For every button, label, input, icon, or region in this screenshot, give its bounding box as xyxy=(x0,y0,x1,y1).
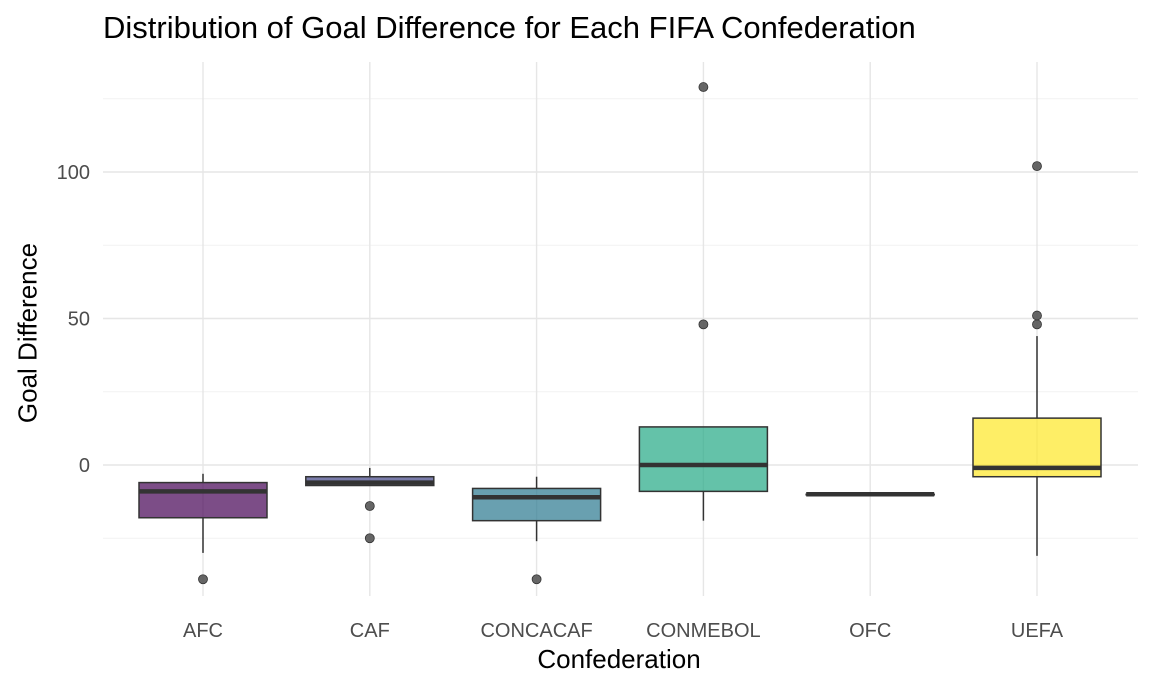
outlier-point xyxy=(364,533,375,544)
y-tick-label: 0 xyxy=(79,455,90,477)
chart-title: Distribution of Goal Difference for Each… xyxy=(103,10,916,45)
outlier-point xyxy=(1032,310,1042,321)
x-tick-label: UEFA xyxy=(1011,620,1064,642)
box xyxy=(638,426,769,493)
y-tick-label: 50 xyxy=(68,309,90,331)
y-axis-title: Goal Difference xyxy=(12,242,43,424)
x-tick-label: CONCACAF xyxy=(480,620,592,642)
outlier-point xyxy=(364,501,375,511)
outlier-point xyxy=(698,82,709,92)
x-axis-title: Confederation xyxy=(537,644,701,674)
outlier-point xyxy=(198,574,208,585)
y-tick-label: 100 xyxy=(57,162,90,184)
box xyxy=(138,481,268,519)
outlier-point xyxy=(1032,319,1042,330)
outlier-point xyxy=(531,574,542,585)
x-tick-label: CAF xyxy=(350,620,390,642)
x-tick-label: AFC xyxy=(183,620,223,642)
x-tick-label: OFC xyxy=(849,620,891,642)
outlier-point xyxy=(698,319,709,330)
x-tick-label: CONMEBOL xyxy=(646,620,760,642)
outlier-point xyxy=(1032,161,1042,172)
box xyxy=(471,487,602,522)
